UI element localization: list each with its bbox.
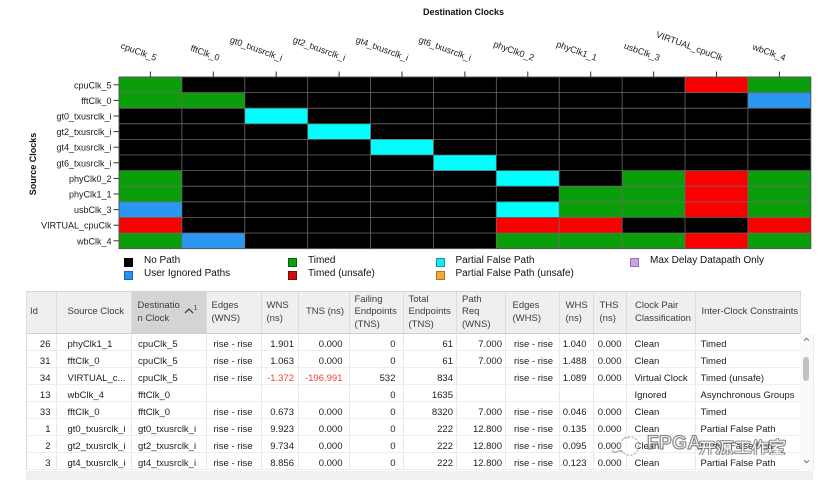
svg-text:gt2_txusrclk_i: gt2_txusrclk_i: [292, 35, 347, 63]
svg-text:VIRTUAL_cpuClk: VIRTUAL_cpuClk: [41, 221, 112, 231]
svg-text:gt0_txusrclk_i: gt0_txusrclk_i: [229, 35, 284, 63]
svg-text:gt6_txusrclk_i: gt6_txusrclk_i: [418, 35, 473, 63]
svg-text:gt2_txusrclk_i: gt2_txusrclk_i: [56, 127, 111, 137]
svg-text:phyClk1_1: phyClk1_1: [555, 39, 598, 63]
svg-text:cpuClk_5: cpuClk_5: [119, 41, 158, 63]
svg-text:usbClk_3: usbClk_3: [74, 205, 112, 215]
svg-text:gt4_txusrclk_i: gt4_txusrclk_i: [56, 143, 111, 153]
svg-text:usbClk_3: usbClk_3: [623, 41, 662, 63]
svg-text:gt0_txusrclk_i: gt0_txusrclk_i: [56, 112, 111, 122]
svg-text:cpuClk_5: cpuClk_5: [74, 80, 112, 90]
svg-text:wbClk_4: wbClk_4: [76, 236, 112, 246]
svg-text:phyClk0_2: phyClk0_2: [69, 174, 112, 184]
svg-text:fftClk_0: fftClk_0: [189, 43, 221, 63]
svg-text:phyClk1_1: phyClk1_1: [69, 190, 112, 200]
svg-text:phyClk0_2: phyClk0_2: [492, 39, 535, 63]
svg-text:gt6_txusrclk_i: gt6_txusrclk_i: [56, 158, 111, 168]
svg-text:Destination Clocks: Destination Clocks: [423, 7, 504, 17]
svg-text:fftClk_0: fftClk_0: [81, 96, 111, 106]
svg-text:VIRTUAL_cpuClk: VIRTUAL_cpuClk: [655, 29, 725, 63]
svg-text:gt4_txusrclk_i: gt4_txusrclk_i: [355, 35, 410, 63]
svg-text:wbClk_4: wbClk_4: [750, 41, 787, 63]
svg-text:Source Clocks: Source Clocks: [28, 133, 38, 196]
